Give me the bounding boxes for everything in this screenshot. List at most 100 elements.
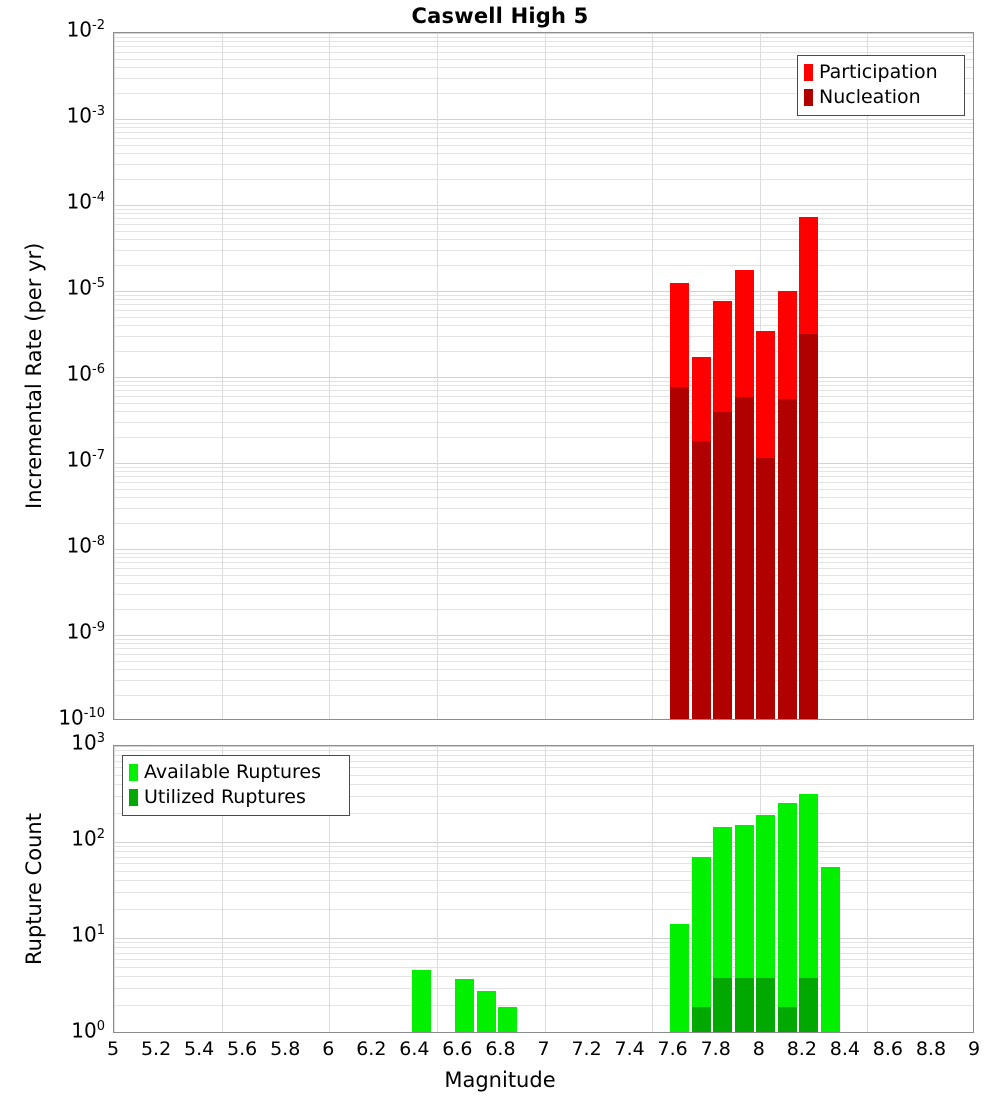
- bar-available-ruptures: [455, 979, 474, 1032]
- gridline: [114, 325, 973, 326]
- gridline: [114, 609, 973, 610]
- gridline: [114, 583, 973, 584]
- legend-label: Participation: [819, 61, 938, 83]
- bar-utilized-ruptures: [692, 1007, 711, 1032]
- gridline: [114, 695, 973, 696]
- gridline: [114, 52, 973, 53]
- gridline: [114, 557, 973, 558]
- gridline: [114, 463, 973, 464]
- bar-utilized-ruptures: [756, 978, 775, 1032]
- plot-bars-top: [114, 33, 973, 719]
- bar-nucleation: [799, 334, 818, 719]
- x-tick-label: 5.2: [140, 1038, 172, 1060]
- gridline-vertical: [545, 33, 546, 719]
- gridline: [114, 553, 973, 554]
- bar-nucleation: [778, 399, 797, 719]
- x-tick-label: 7.2: [571, 1038, 602, 1060]
- gridline: [114, 508, 973, 509]
- y-axis-label-top: Incremental Rate (per yr): [22, 242, 46, 509]
- gridline-vertical: [867, 33, 868, 719]
- y-tick-label: 10-9: [66, 619, 105, 644]
- x-tick-label: 5.6: [227, 1038, 258, 1060]
- gridline: [114, 33, 973, 34]
- x-tick-label: 8.8: [915, 1038, 947, 1060]
- gridline: [114, 654, 973, 655]
- gridline: [114, 295, 973, 296]
- plot-gridlines-top: [114, 33, 973, 719]
- gridline: [114, 750, 973, 751]
- gridline-vertical: [437, 746, 438, 1032]
- bar-utilized-ruptures: [713, 978, 732, 1032]
- x-tick-label: 5.4: [183, 1038, 215, 1060]
- y-tick-label: 100: [71, 1018, 105, 1043]
- gridline-vertical: [437, 33, 438, 719]
- x-axis-label: Magnitude: [444, 1068, 556, 1092]
- gridline: [114, 959, 973, 960]
- y-tick-label: 102: [71, 826, 105, 851]
- gridline-vertical: [222, 746, 223, 1032]
- legend-top: Participation Nucleation: [797, 55, 965, 116]
- gridline: [114, 784, 973, 785]
- gridline: [114, 390, 973, 391]
- gridline: [114, 892, 973, 893]
- gridline-vertical: [114, 746, 115, 1032]
- gridline: [114, 575, 973, 576]
- gridline: [114, 562, 973, 563]
- gridline: [114, 78, 973, 79]
- gridline: [114, 635, 973, 636]
- x-tick-label: 6.4: [399, 1038, 430, 1060]
- bar-available-ruptures: [778, 803, 797, 1032]
- gridline: [114, 767, 973, 768]
- gridline: [114, 127, 973, 128]
- y-tick-label: 10-6: [66, 361, 105, 386]
- gridline: [114, 661, 973, 662]
- gridline: [114, 761, 973, 762]
- gridline: [114, 145, 973, 146]
- gridline: [114, 648, 973, 649]
- x-tick-label: 6: [322, 1038, 335, 1060]
- gridline: [114, 953, 973, 954]
- available-ruptures-swatch-icon: [129, 764, 138, 781]
- x-tick-label: 7.8: [700, 1038, 731, 1060]
- gridline: [114, 471, 973, 472]
- y-tick-label: 10-5: [66, 275, 105, 300]
- gridline: [114, 123, 973, 124]
- gridline: [114, 1005, 973, 1006]
- y-tick-label: 101: [71, 922, 105, 947]
- gridline: [114, 250, 973, 251]
- x-tick-label: 5.8: [270, 1038, 301, 1060]
- gridline-vertical: [222, 33, 223, 719]
- x-tick-label: 5: [106, 1038, 120, 1060]
- gridline: [114, 639, 973, 640]
- gridline: [114, 497, 973, 498]
- gridline-vertical: [545, 746, 546, 1032]
- page-title: Caswell High 5: [411, 4, 589, 28]
- gridline: [114, 153, 973, 154]
- gridline-vertical: [114, 33, 115, 719]
- bar-nucleation: [756, 458, 775, 719]
- gridline: [114, 403, 973, 404]
- gridline: [114, 396, 973, 397]
- gridline: [114, 377, 973, 378]
- incremental-rate-plot: [113, 32, 974, 720]
- bar-available-ruptures: [799, 794, 818, 1032]
- plot-bars-bottom: [114, 746, 973, 1032]
- x-tick-label: 9: [967, 1038, 981, 1060]
- gridline: [114, 988, 973, 989]
- legend-label: Nucleation: [819, 86, 921, 108]
- utilized-ruptures-swatch-icon: [129, 789, 138, 806]
- x-tick-label: 7.4: [614, 1038, 645, 1060]
- x-tick-label: 8.6: [872, 1038, 903, 1060]
- gridline: [114, 846, 973, 847]
- gridline: [114, 224, 973, 225]
- y-tick-label: 10-7: [66, 447, 105, 472]
- gridline: [114, 594, 973, 595]
- y-tick-label: 10-10: [58, 705, 105, 730]
- gridline: [114, 813, 973, 814]
- bar-nucleation: [713, 412, 732, 719]
- gridline: [114, 119, 973, 120]
- gridline: [114, 37, 973, 38]
- legend-item: Participation: [804, 60, 957, 85]
- bar-nucleation: [735, 397, 754, 719]
